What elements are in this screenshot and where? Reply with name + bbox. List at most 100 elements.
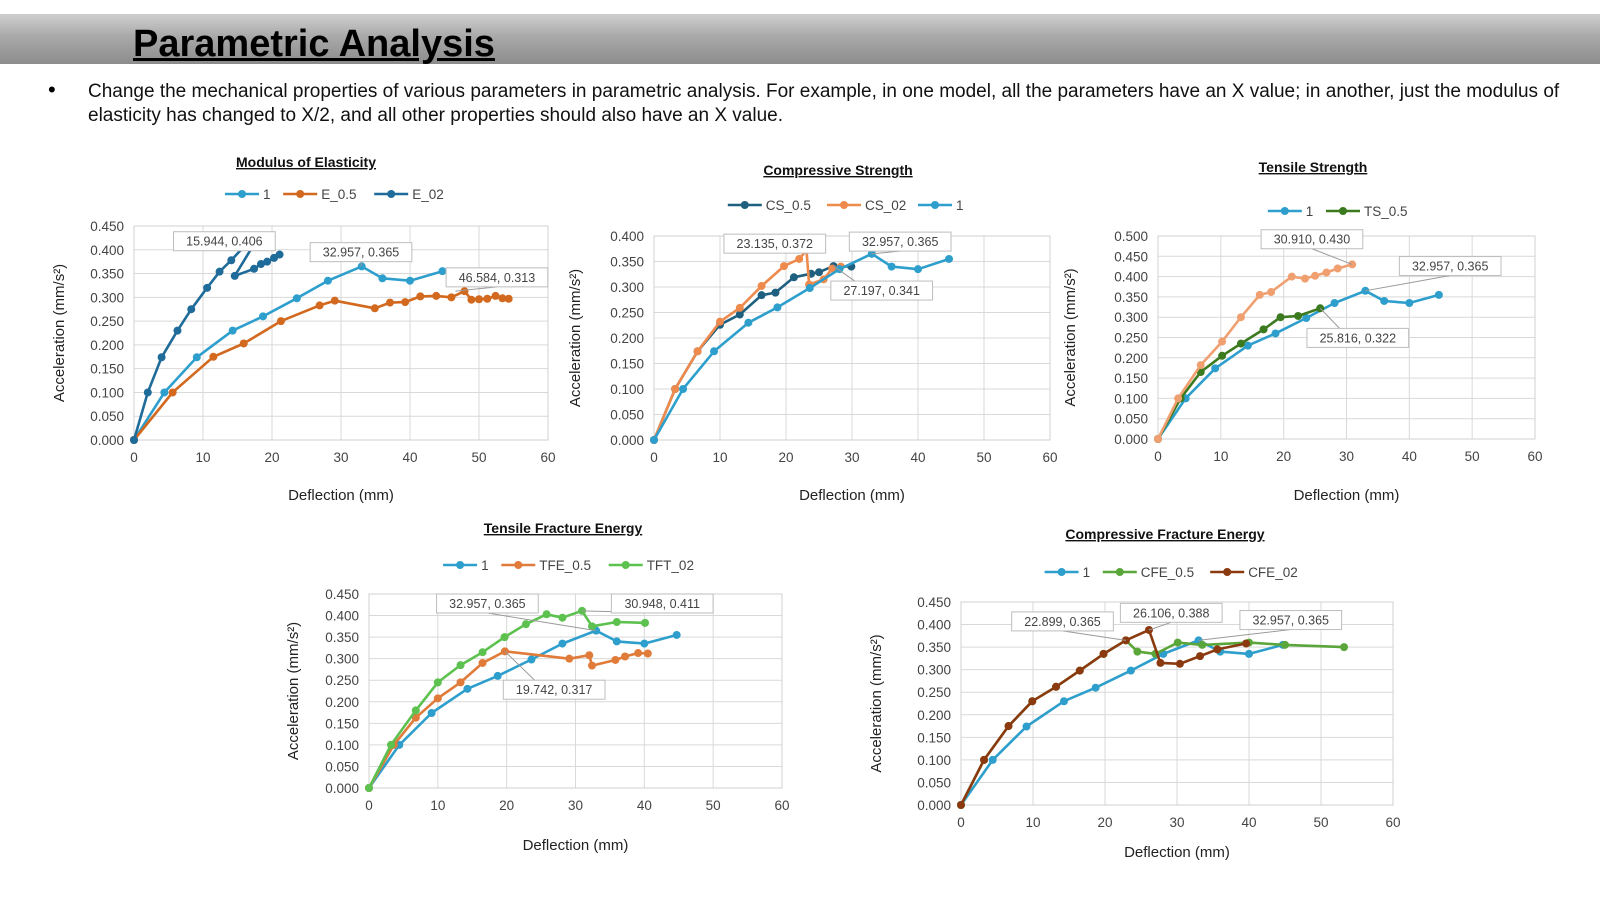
x-tick-label: 40 bbox=[1402, 449, 1417, 464]
data-point bbox=[256, 260, 265, 269]
data-point bbox=[611, 655, 620, 664]
data-callout: 46.584, 0.313 bbox=[445, 267, 549, 292]
data-point bbox=[276, 317, 285, 326]
data-point bbox=[378, 274, 387, 283]
x-tick-label: 10 bbox=[1213, 449, 1228, 464]
data-point bbox=[815, 268, 823, 277]
y-tick-label: 0.150 bbox=[610, 357, 644, 372]
data-point bbox=[259, 312, 268, 321]
y-axis-label: Acceleration (mm/s²) bbox=[51, 264, 68, 402]
x-tick-label: 40 bbox=[402, 450, 417, 465]
data-callout: 19.742, 0.317 bbox=[502, 650, 606, 700]
callout-label: 27.197, 0.341 bbox=[843, 284, 920, 298]
y-tick-label: 0.150 bbox=[90, 362, 124, 377]
data-point bbox=[1099, 649, 1108, 658]
callout-label: 26.106, 0.388 bbox=[1133, 606, 1210, 620]
data-point bbox=[230, 271, 239, 280]
y-tick-label: 0.400 bbox=[917, 618, 951, 633]
data-callout: 32.957, 0.365 bbox=[1198, 610, 1343, 641]
data-point bbox=[1330, 298, 1339, 307]
data-point bbox=[239, 339, 248, 348]
callout-box bbox=[445, 267, 549, 288]
x-tick-label: 60 bbox=[1527, 449, 1542, 464]
data-point bbox=[1091, 683, 1100, 692]
y-axis-label: Acceleration (mm/s²) bbox=[285, 622, 302, 760]
data-point bbox=[521, 620, 530, 629]
chart-tensile-strength: Tensile Strength 0.000 0.050 0.100 0.150 0.20… bbox=[1062, 159, 1543, 504]
callout-leader bbox=[1148, 621, 1172, 631]
legend-marker bbox=[456, 561, 465, 569]
data-point bbox=[385, 298, 394, 307]
data-point bbox=[228, 326, 237, 335]
x-axis-label: Deflection (mm) bbox=[1124, 844, 1230, 861]
x-tick-label: 40 bbox=[910, 450, 925, 465]
data-point bbox=[679, 385, 688, 393]
legend-label: TFE_0.5 bbox=[539, 558, 591, 573]
legend-item: CFE_02 bbox=[1210, 565, 1298, 580]
legend-item: 1 bbox=[918, 198, 964, 213]
data-callout: 26.106, 0.388 bbox=[1119, 602, 1223, 631]
legend-item: 1 bbox=[443, 558, 489, 573]
data-point bbox=[1245, 649, 1253, 658]
chart-title: Tensile Strength bbox=[1259, 159, 1368, 175]
legend-marker bbox=[1057, 568, 1066, 576]
data-point bbox=[643, 649, 652, 658]
callout-label: 32.957, 0.365 bbox=[1412, 260, 1489, 274]
data-point bbox=[716, 317, 724, 326]
x-tick-label: 20 bbox=[499, 798, 514, 813]
data-point bbox=[315, 301, 324, 310]
legend-label: E_0.5 bbox=[321, 187, 356, 202]
legend-label: CFE_0.5 bbox=[1141, 565, 1194, 580]
data-point bbox=[710, 347, 719, 356]
data-point bbox=[1213, 645, 1222, 654]
y-tick-label: 0.200 bbox=[90, 338, 124, 353]
data-point bbox=[735, 310, 744, 319]
series-line bbox=[132, 265, 443, 441]
y-tick-label: 0.400 bbox=[325, 609, 359, 624]
callout-box bbox=[309, 242, 413, 263]
data-point bbox=[1405, 298, 1414, 307]
data-point bbox=[1276, 313, 1285, 322]
data-point bbox=[1126, 666, 1135, 675]
chart-modulus-of-elasticity: Modulus of Elasticity 0.000 0.050 0.100 0.15… bbox=[51, 154, 556, 504]
data-point bbox=[447, 293, 456, 302]
data-callout: 32.957, 0.365 bbox=[436, 593, 596, 632]
data-point bbox=[1434, 290, 1443, 299]
x-tick-label: 20 bbox=[778, 450, 793, 465]
data-point bbox=[438, 267, 447, 276]
data-point bbox=[1022, 722, 1031, 731]
chart-title: Modulus of Elasticity bbox=[236, 154, 376, 170]
x-axis-label: Deflection (mm) bbox=[288, 487, 394, 504]
data-point bbox=[456, 661, 465, 670]
x-axis-label: Deflection (mm) bbox=[799, 487, 905, 504]
x-tick-label: 50 bbox=[1465, 449, 1480, 464]
series-line bbox=[652, 249, 842, 441]
callout-leader bbox=[455, 286, 497, 292]
y-tick-label: 0.000 bbox=[610, 433, 644, 448]
y-axis-label: Acceleration (mm/s²) bbox=[567, 269, 584, 407]
series-e-02 bbox=[130, 240, 284, 444]
legend-marker bbox=[514, 561, 523, 569]
data-point bbox=[671, 385, 680, 393]
y-tick-label: 0.350 bbox=[610, 255, 644, 270]
data-point bbox=[209, 352, 218, 361]
data-point bbox=[401, 298, 410, 307]
y-tick-label: 0.350 bbox=[917, 640, 951, 655]
data-point bbox=[789, 273, 798, 282]
x-tick-label: 50 bbox=[976, 450, 991, 465]
x-tick-label: 50 bbox=[706, 798, 721, 813]
data-point bbox=[1052, 682, 1061, 691]
data-point bbox=[1211, 364, 1220, 373]
data-point bbox=[143, 388, 152, 397]
legend-label: 1 bbox=[1306, 204, 1314, 219]
callout-box bbox=[1306, 327, 1410, 348]
callout-leader bbox=[1364, 275, 1451, 292]
data-point bbox=[1267, 288, 1276, 297]
callout-label: 25.816, 0.322 bbox=[1320, 331, 1397, 345]
data-point bbox=[527, 655, 536, 664]
legend-item: 1 bbox=[1044, 565, 1090, 580]
data-point bbox=[1243, 341, 1252, 350]
data-callout: 22.899, 0.365 bbox=[1011, 611, 1126, 641]
callout-box bbox=[1011, 611, 1114, 632]
data-callout: 30.910, 0.430 bbox=[1260, 229, 1364, 265]
